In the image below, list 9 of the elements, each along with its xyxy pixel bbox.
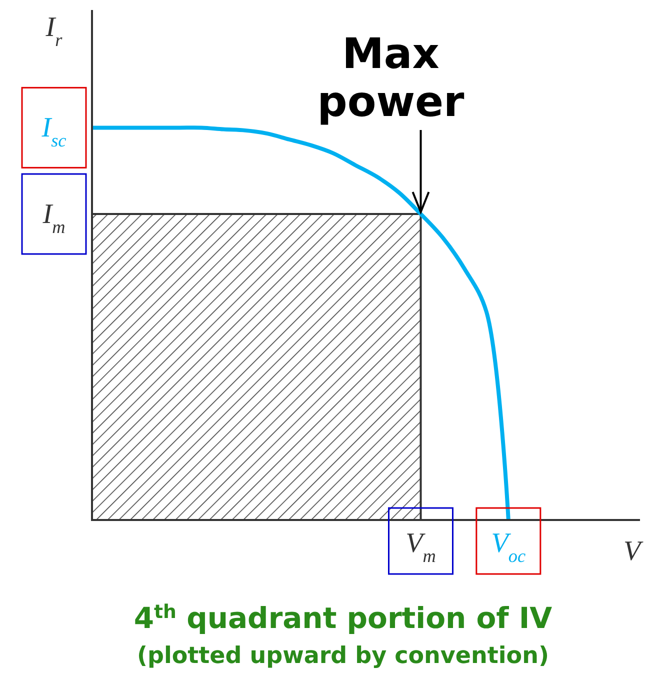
x-axis-title: V xyxy=(623,536,644,567)
y-axis-title: I$_{r}$ xyxy=(44,12,64,50)
text: (plotted upward by convention) xyxy=(137,643,549,669)
text: 4$^{th}$ quadrant portion of IV xyxy=(134,601,553,635)
text: I$_{m}$ xyxy=(42,199,66,237)
text: V$_{oc}$ xyxy=(491,528,526,566)
text: V$_{m}$ xyxy=(406,528,436,566)
text: I$_{sc}$ xyxy=(40,112,66,151)
text: Max power xyxy=(317,29,464,126)
